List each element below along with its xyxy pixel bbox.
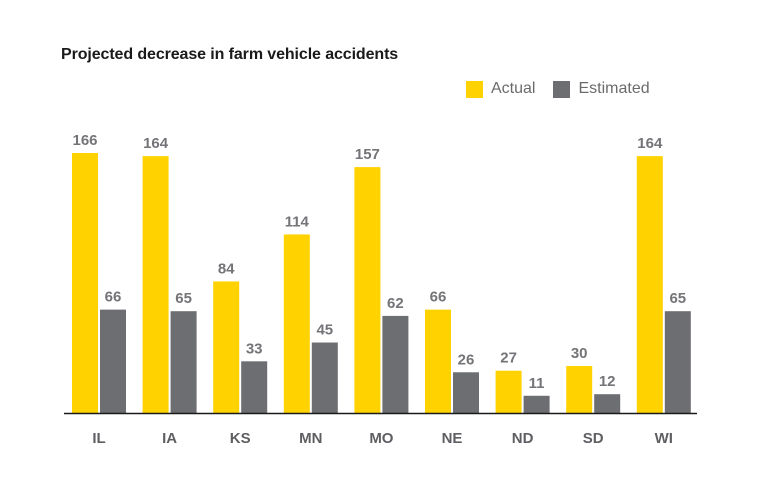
data-label-estimated-mn: 45 [316, 322, 333, 339]
bar-estimated-ia [170, 311, 197, 413]
chart-title: Projected decrease in farm vehicle accid… [61, 46, 399, 63]
data-label-actual-sd: 30 [571, 345, 588, 362]
legend-swatch-actual [466, 80, 483, 98]
bar-actual-sd [566, 366, 593, 413]
x-tick-label-sd: SD [583, 430, 604, 447]
data-label-estimated-mo: 62 [387, 295, 404, 312]
bar-estimated-sd [594, 394, 621, 413]
legend-item-estimated: Estimated [553, 80, 650, 98]
bar-estimated-il [100, 309, 126, 413]
chart-legend: Actual Estimated [466, 80, 668, 98]
bar-estimated-nd [523, 395, 550, 413]
bar-estimated-mn [311, 342, 338, 413]
x-tick-label-mn: MN [299, 430, 322, 447]
data-label-actual-mo: 157 [355, 146, 380, 163]
x-tick-label-nd: ND [512, 430, 534, 447]
data-label-estimated-ia: 65 [175, 290, 192, 307]
data-label-estimated-wi: 65 [669, 290, 686, 307]
legend-swatch-estimated [553, 80, 571, 98]
x-tick-label-ia: IA [162, 430, 177, 447]
bar-actual-mn [283, 234, 310, 413]
bar-actual-wi [636, 156, 663, 414]
legend-item-actual: Actual [466, 80, 535, 98]
x-tick-label-ks: KS [230, 430, 251, 447]
bar-actual-mo [354, 167, 381, 413]
data-label-actual-ne: 66 [430, 289, 447, 306]
data-label-estimated-il: 66 [105, 289, 122, 306]
bar-estimated-ks [241, 361, 268, 413]
data-label-estimated-ne: 26 [458, 351, 475, 368]
legend-label-estimated: Estimated [578, 80, 650, 97]
x-tick-label-il: IL [92, 430, 105, 447]
bar-estimated-ne [453, 372, 479, 413]
bar-estimated-mo [382, 315, 409, 413]
bar-actual-ia [142, 156, 169, 414]
bar-actual-ks [213, 281, 240, 413]
bar-actual-ne [425, 309, 451, 413]
data-label-estimated-nd: 11 [529, 375, 545, 392]
data-label-actual-ks: 84 [218, 260, 235, 277]
data-label-actual-ia: 164 [143, 135, 169, 152]
legend-label-actual: Actual [491, 80, 536, 97]
data-label-actual-il: 166 [72, 132, 97, 149]
data-label-actual-nd: 27 [500, 350, 517, 367]
x-tick-label-mo: MO [369, 430, 393, 447]
bar-actual-il [72, 153, 98, 413]
data-label-estimated-sd: 12 [599, 373, 616, 390]
data-label-actual-mn: 114 [285, 213, 310, 230]
data-label-actual-wi: 164 [637, 135, 663, 152]
x-tick-label-ne: NE [442, 430, 463, 447]
bar-actual-nd [495, 370, 522, 413]
data-label-estimated-ks: 33 [246, 340, 263, 357]
bar-estimated-wi [664, 311, 691, 413]
x-tick-label-wi: WI [655, 430, 673, 447]
